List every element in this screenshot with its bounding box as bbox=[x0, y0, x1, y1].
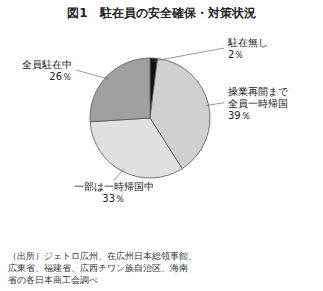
leader-line bbox=[154, 48, 224, 61]
annotation-line: （出所）ジェトロ広州、在広州日本総領事館、 bbox=[8, 251, 197, 261]
leader-line bbox=[114, 169, 124, 181]
slice-label: 一部は一時帰国中 bbox=[74, 181, 154, 192]
data-label-line: 26％ bbox=[49, 71, 72, 82]
data-label: 26％ bbox=[49, 71, 72, 82]
annotation: （出所）ジェトロ広州、在広州日本総領事館、広東省、福建省、広西チワン族自治区、海… bbox=[8, 251, 197, 285]
data-label: 39％ bbox=[228, 110, 251, 121]
slice-label: 全員駐在中 bbox=[22, 59, 72, 70]
data-label-line: 33％ bbox=[102, 193, 125, 204]
data-label-line: 39％ bbox=[228, 110, 251, 121]
leader-line bbox=[206, 103, 224, 106]
title: 図1 駐在員の安全確保・対策状況 bbox=[67, 6, 255, 20]
annotation-line: 省の各日本商工会調べ bbox=[8, 275, 98, 285]
slice-label-line: 一部は一時帰国中 bbox=[74, 181, 154, 192]
slice bbox=[90, 118, 182, 178]
leader-line bbox=[76, 70, 108, 79]
slice-label-line: 全員一時帰国 bbox=[228, 98, 288, 109]
slice-label-line: 操業再開まで bbox=[228, 86, 289, 97]
annotation-line: 広東省、福建省、広西チワン族自治区、海南 bbox=[8, 263, 188, 273]
chart: 図1 駐在員の安全確保・対策状況駐在無し2％ 操業再開まで全員一時帰国39％ 一部は… bbox=[0, 0, 323, 291]
slice bbox=[90, 58, 150, 122]
data-label-line: 2％ bbox=[228, 49, 244, 60]
slice-label: 駐在無し bbox=[227, 37, 268, 48]
pie bbox=[90, 58, 210, 178]
slice-label: 操業再開まで全員一時帰国 bbox=[228, 86, 289, 109]
data-label: 33％ bbox=[102, 193, 125, 204]
labels: 駐在無し2％ 操業再開まで全員一時帰国39％ 一部は一時帰国中33％ 全員駐在中26％ bbox=[22, 37, 289, 204]
slice-label-line: 駐在無し bbox=[227, 37, 268, 48]
data-label: 2％ bbox=[228, 49, 244, 60]
slice-label-line: 全員駐在中 bbox=[22, 59, 72, 70]
